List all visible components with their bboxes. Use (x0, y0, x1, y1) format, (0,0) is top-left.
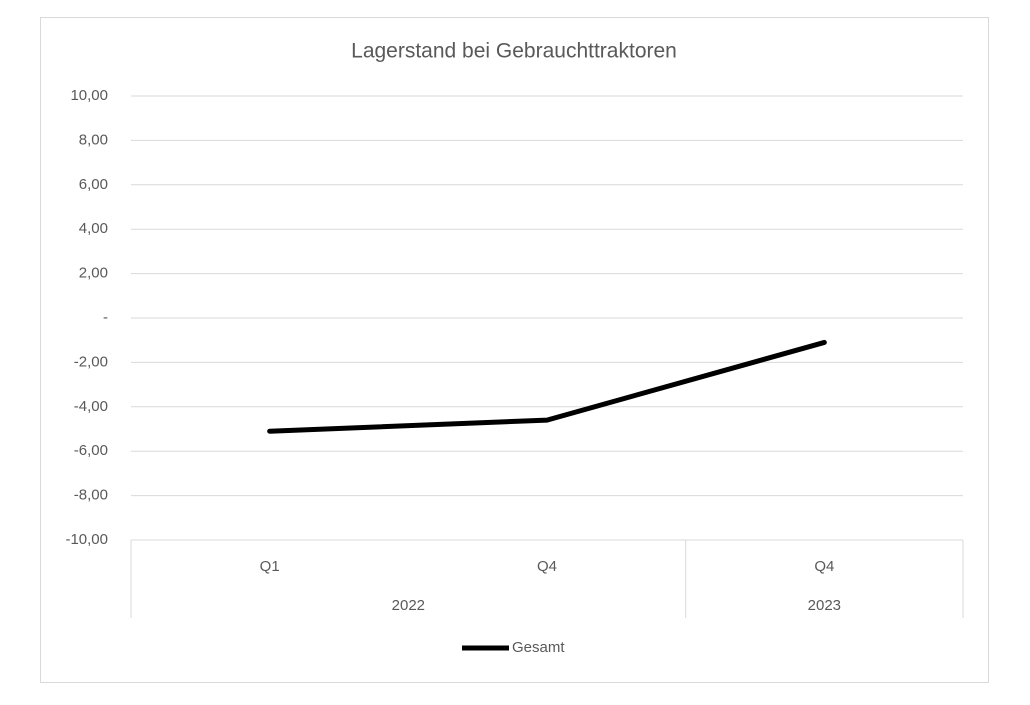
x-group-label: 2022 (392, 597, 425, 614)
y-tick-label: 2,00 (79, 265, 108, 282)
y-tick-label: - (103, 309, 108, 326)
y-tick-label: 4,00 (79, 220, 108, 237)
y-tick-label: -6,00 (74, 442, 108, 459)
line-series (267, 339, 827, 434)
chart-title: Lagerstand bei Gebrauchttraktoren (351, 40, 677, 63)
y-tick-label: 8,00 (79, 131, 108, 148)
y-tick-label: -4,00 (74, 398, 108, 415)
x-group-label: 2023 (808, 597, 841, 614)
y-tick-label: 10,00 (70, 87, 108, 104)
y-tick-label: 6,00 (79, 176, 108, 193)
y-tick-label: -8,00 (74, 487, 108, 504)
legend-label: Gesamt (512, 639, 565, 656)
y-tick-label: -2,00 (74, 353, 108, 370)
x-tick-label: Q4 (814, 558, 834, 575)
y-tick-label: -10,00 (65, 531, 108, 548)
chart-frame (40, 17, 989, 683)
x-tick-label: Q1 (260, 558, 280, 575)
x-tick-label: Q4 (537, 558, 557, 575)
